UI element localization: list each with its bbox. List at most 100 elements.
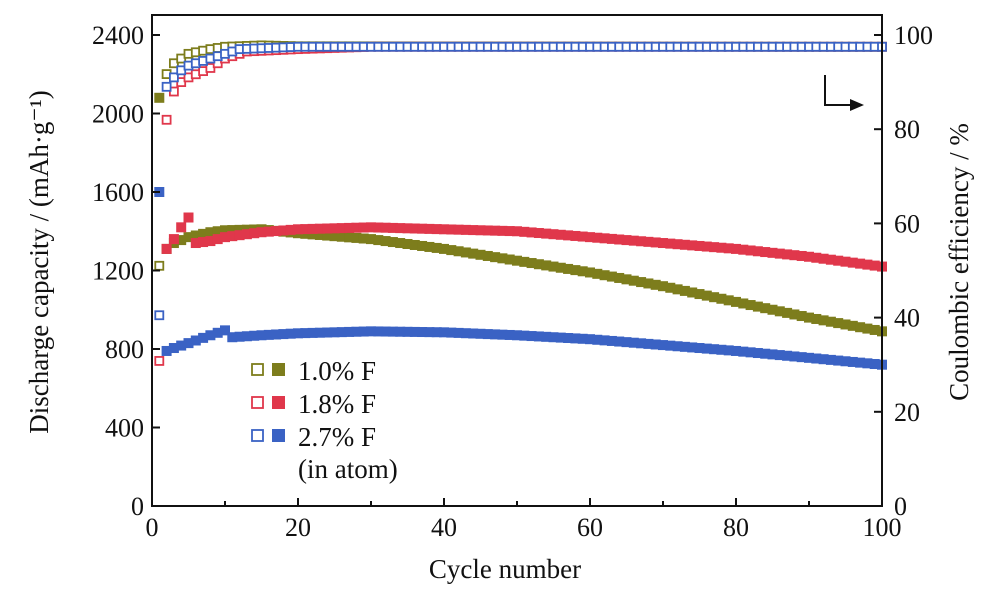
capacity-point — [453, 246, 464, 257]
capacity-point — [504, 226, 515, 237]
capacity-point — [789, 351, 800, 362]
capacity-point — [847, 320, 858, 331]
capacity-point — [358, 326, 369, 337]
capacity-point — [840, 256, 851, 267]
capacity-point — [256, 227, 267, 238]
capacity-point — [585, 267, 595, 278]
capacity-point — [497, 225, 508, 236]
capacity-point — [212, 327, 223, 338]
capacity-point — [862, 323, 873, 334]
capacity-point — [409, 239, 420, 250]
capacity-point — [679, 285, 690, 296]
y-left-tick-label: 2400 — [92, 21, 144, 50]
capacity-point — [241, 331, 252, 342]
x-tick-label: 20 — [285, 513, 311, 542]
capacity-point — [198, 237, 209, 248]
capacity-point — [796, 250, 807, 261]
capacity-point — [855, 357, 866, 368]
capacity-point — [504, 254, 515, 265]
capacity-point — [336, 327, 347, 338]
capacity-point — [351, 232, 362, 243]
capacity-point — [220, 232, 230, 243]
capacity-point — [650, 339, 661, 350]
capacity-point — [482, 225, 493, 236]
capacity-point — [825, 354, 836, 365]
capacity-point — [512, 226, 522, 237]
capacity-point — [709, 242, 720, 253]
capacity-point — [307, 223, 318, 234]
capacity-point — [512, 255, 522, 266]
efficiency-point — [168, 72, 179, 83]
capacity-point — [190, 230, 201, 241]
capacity-point — [468, 225, 479, 236]
capacity-point — [745, 347, 756, 358]
capacity-point — [606, 271, 617, 282]
capacity-point — [716, 293, 727, 304]
capacity-point — [789, 250, 800, 261]
efficiency-point — [161, 81, 172, 92]
legend-note: (in atom) — [298, 454, 398, 484]
capacity-point — [198, 332, 209, 343]
capacity-point — [154, 92, 165, 103]
capacity-point — [599, 270, 610, 281]
legend-label: 2.7% F — [298, 422, 376, 452]
capacity-point — [745, 245, 756, 256]
capacity-point — [694, 240, 705, 251]
capacity-point — [446, 245, 457, 256]
capacity-point — [417, 223, 428, 234]
capacity-point — [840, 319, 851, 330]
capacity-point — [249, 330, 260, 341]
capacity-point — [862, 259, 873, 270]
capacity-point — [198, 228, 209, 239]
x-tick-label: 100 — [863, 513, 902, 542]
capacity-point — [621, 274, 632, 285]
capacity-point — [263, 329, 274, 340]
capacity-point — [796, 311, 807, 322]
legend-efficiency-marker — [251, 429, 264, 442]
capacity-point — [212, 226, 223, 237]
series-0 — [154, 40, 887, 337]
capacity-point — [643, 278, 654, 289]
capacity-point — [183, 232, 194, 243]
x-tick-label: 0 — [146, 513, 159, 542]
capacity-point — [190, 238, 201, 249]
capacity-point — [358, 222, 369, 233]
capacity-point — [176, 235, 187, 246]
x-tick-label: 60 — [577, 513, 603, 542]
capacity-point — [592, 334, 603, 345]
capacity-point — [563, 263, 574, 274]
capacity-point — [220, 325, 230, 336]
capacity-point — [847, 356, 858, 367]
capacity-point — [701, 241, 712, 252]
capacity-point — [395, 238, 406, 249]
legend-capacity-marker — [272, 429, 285, 442]
capacity-point — [366, 234, 376, 245]
capacity-point — [424, 223, 435, 234]
capacity-point — [307, 327, 318, 338]
capacity-point — [446, 327, 457, 338]
capacity-point — [336, 231, 347, 242]
capacity-point — [869, 359, 880, 370]
capacity-point — [490, 252, 501, 263]
capacity-point — [665, 238, 676, 249]
y-right-tick-label: 0 — [894, 492, 907, 521]
capacity-point — [694, 289, 705, 300]
capacity-point — [533, 331, 544, 342]
capacity-point — [731, 345, 741, 356]
capacity-point — [658, 340, 668, 351]
capacity-point — [606, 233, 617, 244]
capacity-point — [541, 260, 552, 271]
capacity-point — [752, 246, 763, 257]
capacity-point — [409, 326, 420, 337]
capacity-point — [417, 240, 428, 251]
capacity-point — [234, 230, 245, 241]
capacity-point — [782, 350, 793, 361]
capacity-point — [774, 248, 785, 259]
capacity-point — [760, 348, 771, 359]
capacity-point — [373, 222, 384, 233]
capacity-point — [366, 222, 376, 233]
capacity-point — [234, 224, 245, 235]
capacity-point — [628, 275, 639, 286]
capacity-point — [658, 281, 668, 292]
